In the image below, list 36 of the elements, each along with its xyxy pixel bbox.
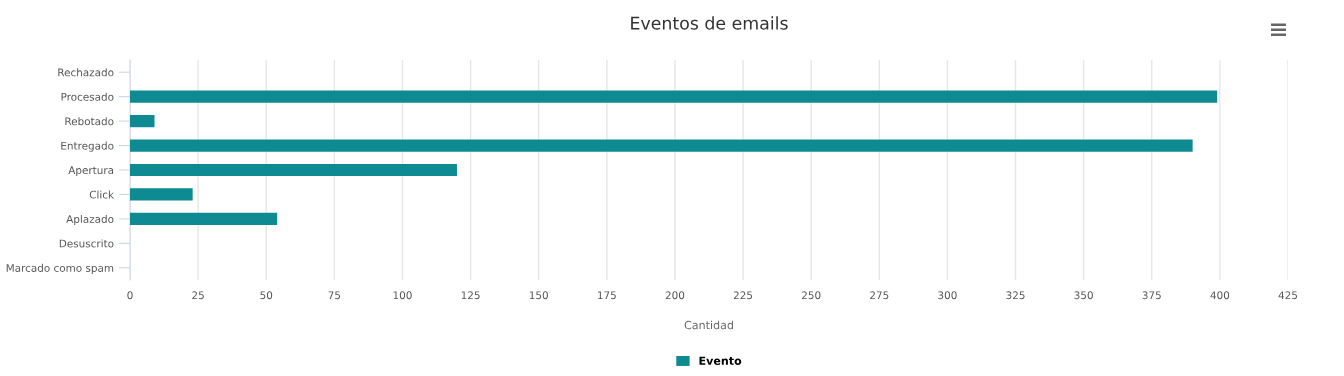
x-tick-label: 50 xyxy=(260,291,273,300)
x-tick-label: 325 xyxy=(1006,291,1025,300)
y-tick-label: Rechazado xyxy=(58,68,114,77)
bar xyxy=(130,188,193,201)
x-tick-label: 100 xyxy=(393,291,412,300)
x-tick-label: 125 xyxy=(461,291,480,300)
bar xyxy=(130,90,1218,103)
x-tick-label: 75 xyxy=(328,291,341,300)
x-tick-label: 250 xyxy=(802,291,821,300)
x-tick-label: 200 xyxy=(665,291,685,300)
x-axis-title: Cantidad xyxy=(684,320,733,330)
x-tick-label: 175 xyxy=(598,291,616,300)
bar xyxy=(130,115,155,128)
bar xyxy=(130,139,1193,152)
x-tick-label: 300 xyxy=(938,291,957,300)
x-tick-label: 400 xyxy=(1210,291,1230,300)
y-tick-label: Apertura xyxy=(68,166,114,177)
y-tick-label: Entregado xyxy=(61,141,114,152)
y-tick-label: Desuscrito xyxy=(59,239,114,248)
y-tick-label: Marcado como spam xyxy=(6,263,114,274)
legend-label: Evento xyxy=(699,356,742,365)
bar xyxy=(130,163,457,177)
x-tick-label: 350 xyxy=(1074,291,1093,300)
x-tick-label: 25 xyxy=(192,291,204,300)
x-tick-label: 225 xyxy=(733,291,753,300)
x-tick-label: 0 xyxy=(127,291,133,300)
x-tick-label: 150 xyxy=(529,291,548,300)
y-tick-label: Aplazado xyxy=(66,214,114,226)
y-tick-label: Click xyxy=(89,190,114,199)
y-tick-label: Procesado xyxy=(61,92,114,101)
y-tick-label: Rebotado xyxy=(65,117,114,126)
bar xyxy=(130,212,278,225)
chart-title: Eventos de emails xyxy=(631,16,788,30)
x-tick-label: 375 xyxy=(1142,291,1161,300)
x-tick-label: 425 xyxy=(1278,291,1298,300)
x-tick-label: 275 xyxy=(870,291,889,300)
